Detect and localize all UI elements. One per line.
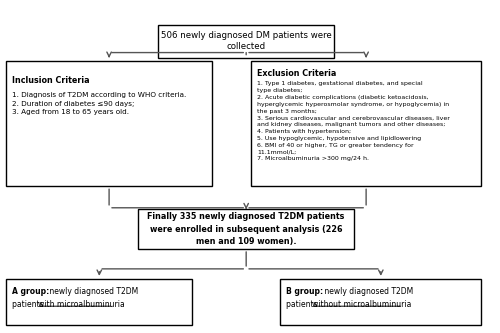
FancyBboxPatch shape — [251, 61, 481, 186]
Text: patients: patients — [12, 300, 46, 309]
FancyBboxPatch shape — [6, 61, 212, 186]
Text: 1. Diagnosis of T2DM according to WHO criteria.
2. Duration of diabetes ≤90 days: 1. Diagnosis of T2DM according to WHO cr… — [12, 92, 186, 115]
FancyBboxPatch shape — [280, 279, 481, 325]
FancyBboxPatch shape — [138, 209, 354, 249]
Text: Finally 335 newly diagnosed T2DM patients
were enrolled in subsequent analysis (: Finally 335 newly diagnosed T2DM patient… — [148, 212, 345, 246]
Text: newly diagnosed T2DM: newly diagnosed T2DM — [322, 287, 413, 296]
FancyBboxPatch shape — [158, 25, 334, 58]
Text: Exclusion Criteria: Exclusion Criteria — [257, 69, 336, 78]
Text: newly diagnosed T2DM: newly diagnosed T2DM — [48, 287, 138, 296]
Text: Inclusion Criteria: Inclusion Criteria — [12, 76, 90, 85]
FancyBboxPatch shape — [6, 279, 192, 325]
Text: without microalbuminuria: without microalbuminuria — [312, 300, 411, 309]
Text: A group:: A group: — [12, 287, 50, 296]
Text: with microalbuminuria: with microalbuminuria — [38, 300, 124, 309]
Text: B group:: B group: — [286, 287, 324, 296]
Text: patients: patients — [286, 300, 320, 309]
Text: 1. Type 1 diabetes, gestational diabetes, and special
type diabetes;
2. Acute di: 1. Type 1 diabetes, gestational diabetes… — [257, 81, 450, 161]
Text: 506 newly diagnosed DM patients were
collected: 506 newly diagnosed DM patients were col… — [161, 31, 332, 51]
